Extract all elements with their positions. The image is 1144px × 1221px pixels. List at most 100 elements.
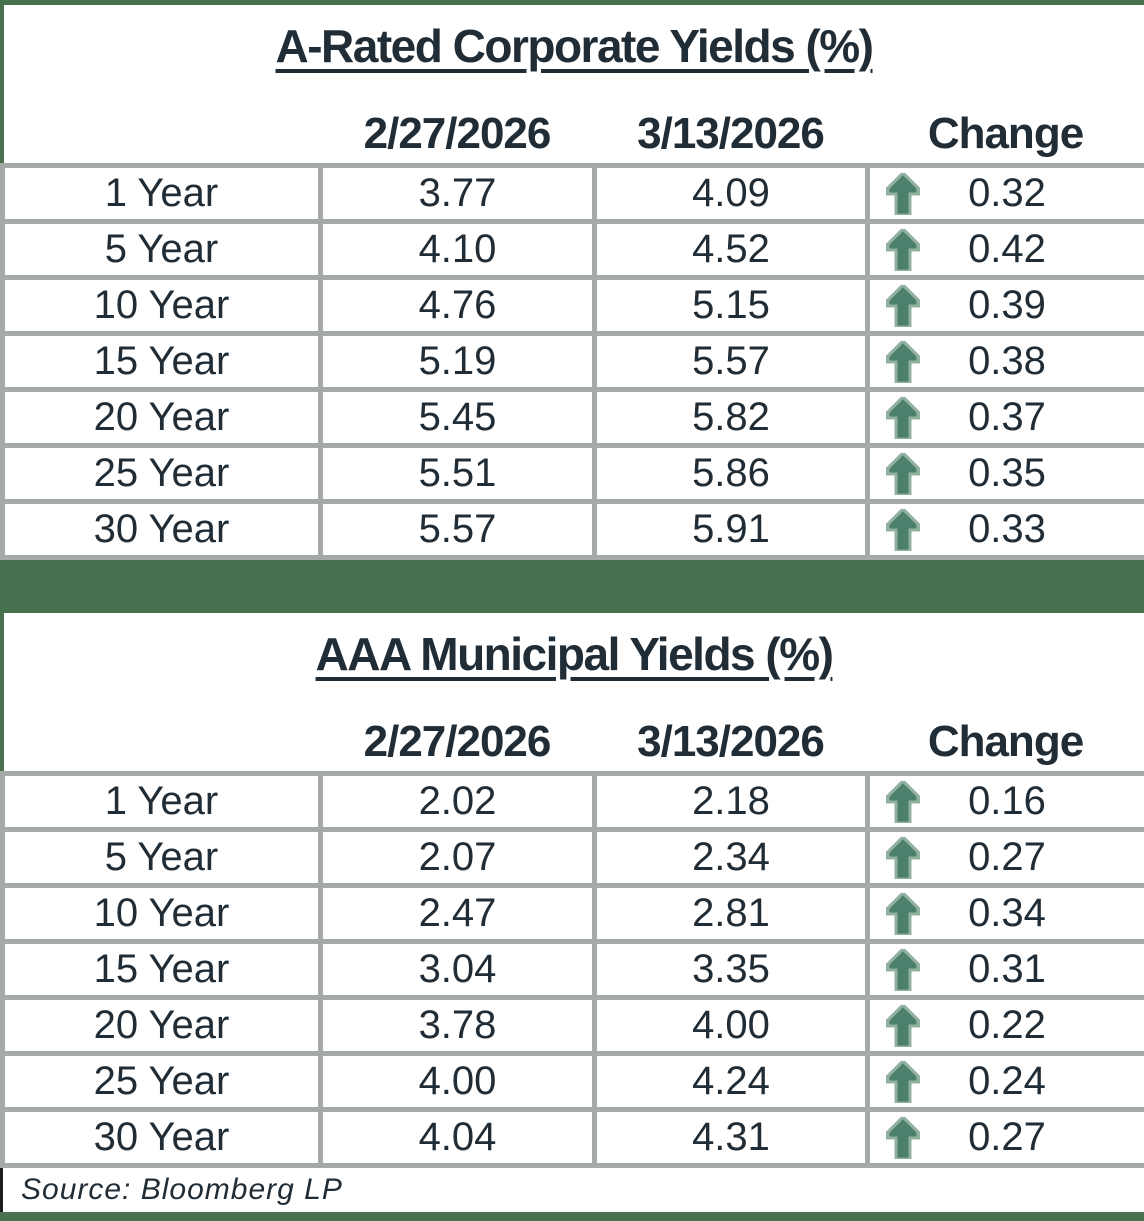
up-arrow-icon: [886, 892, 920, 935]
prev-yield: 5.51: [318, 443, 597, 504]
change-value: 0.22: [968, 1003, 1046, 1047]
curr-yield: 5.86: [592, 443, 870, 504]
table-row: 10 Year 2.47 2.81 0.34: [0, 883, 1144, 944]
table-row: 25 Year 4.00 4.24 0.24: [0, 1051, 1144, 1112]
corporate-yields-table: 1 Year 3.77 4.09 0.32 5 Year 4.10 4.52 0…: [0, 163, 1144, 560]
column-header-prev-date: 2/27/2026: [363, 717, 552, 766]
up-arrow-icon: [886, 1004, 920, 1047]
up-arrow-icon: [886, 836, 920, 879]
section-divider-bar: [0, 560, 1144, 613]
change-cell: 0.42: [865, 219, 1144, 280]
prev-yield: 5.19: [318, 331, 597, 392]
curr-yield: 4.52: [592, 219, 870, 280]
up-arrow-icon: [886, 396, 920, 439]
up-arrow-icon: [886, 284, 920, 327]
municipal-yields-table: 1 Year 2.02 2.18 0.16 5 Year 2.07 2.34 0…: [0, 771, 1144, 1168]
prev-yield: 5.45: [318, 387, 597, 448]
table-row: 30 Year 5.57 5.91 0.33: [0, 499, 1144, 560]
table-row: 15 Year 5.19 5.57 0.38: [0, 331, 1144, 392]
table-row: 20 Year 5.45 5.82 0.37: [0, 387, 1144, 448]
prev-yield: 2.07: [318, 827, 597, 888]
up-arrow-icon: [886, 780, 920, 823]
prev-yield: 4.10: [318, 219, 597, 280]
change-cell: 0.24: [865, 1051, 1144, 1112]
up-arrow-icon: [886, 1060, 920, 1103]
table-row: 5 Year 4.10 4.52 0.42: [0, 219, 1144, 280]
change-value: 0.35: [968, 451, 1046, 495]
table-row: 15 Year 3.04 3.35 0.31: [0, 939, 1144, 1000]
table-row: 30 Year 4.04 4.31 0.27: [0, 1107, 1144, 1168]
curr-yield: 4.09: [592, 163, 870, 224]
maturity-label: 1 Year: [0, 163, 323, 224]
curr-yield: 4.00: [592, 995, 870, 1056]
prev-yield: 4.00: [318, 1051, 597, 1112]
prev-yield: 3.04: [318, 939, 597, 1000]
corporate-title: A-Rated Corporate Yields (%): [275, 20, 875, 72]
table-row: 10 Year 4.76 5.15 0.39: [0, 275, 1144, 336]
change-value: 0.42: [968, 227, 1046, 271]
change-value: 0.37: [968, 395, 1046, 439]
empty-column-header: [4, 717, 320, 767]
municipal-yields-section: AAA Municipal Yields (%) 2/27/2026 3/13/…: [0, 613, 1144, 1168]
prev-yield: 2.47: [318, 883, 597, 944]
prev-yield: 3.78: [318, 995, 597, 1056]
change-cell: 0.16: [865, 771, 1144, 832]
curr-yield: 5.15: [592, 275, 870, 336]
change-value: 0.39: [968, 283, 1046, 327]
change-value: 0.27: [968, 1115, 1046, 1159]
curr-yield: 5.57: [592, 331, 870, 392]
municipal-title: AAA Municipal Yields (%): [315, 628, 834, 680]
corporate-yields-section: A-Rated Corporate Yields (%) 2/27/2026 3…: [0, 5, 1144, 560]
column-header-change: Change: [927, 109, 1084, 158]
maturity-label: 1 Year: [0, 771, 323, 832]
change-cell: 0.27: [865, 827, 1144, 888]
curr-yield: 4.24: [592, 1051, 870, 1112]
maturity-label: 20 Year: [0, 387, 323, 448]
maturity-label: 5 Year: [0, 219, 323, 280]
change-cell: 0.33: [865, 499, 1144, 560]
bottom-accent-bar: [0, 1212, 1144, 1221]
maturity-label: 25 Year: [0, 443, 323, 504]
change-cell: 0.32: [865, 163, 1144, 224]
prev-yield: 4.76: [318, 275, 597, 336]
change-value: 0.38: [968, 339, 1046, 383]
table-row: 5 Year 2.07 2.34 0.27: [0, 827, 1144, 888]
prev-yield: 3.77: [318, 163, 597, 224]
change-value: 0.16: [968, 779, 1046, 823]
corporate-column-headers: 2/27/2026 3/13/2026 Change: [4, 109, 1144, 163]
table-row: 1 Year 3.77 4.09 0.32: [0, 163, 1144, 224]
table-row: 25 Year 5.51 5.86 0.35: [0, 443, 1144, 504]
change-value: 0.33: [968, 507, 1046, 551]
empty-column-header: [4, 109, 320, 159]
maturity-label: 15 Year: [0, 331, 323, 392]
table-row: 1 Year 2.02 2.18 0.16: [0, 771, 1144, 832]
maturity-label: 30 Year: [0, 499, 323, 560]
municipal-header: AAA Municipal Yields (%) 2/27/2026 3/13/…: [0, 613, 1144, 771]
curr-yield: 5.91: [592, 499, 870, 560]
change-cell: 0.35: [865, 443, 1144, 504]
curr-yield: 2.34: [592, 827, 870, 888]
column-header-curr-date: 3/13/2026: [637, 717, 825, 766]
change-cell: 0.37: [865, 387, 1144, 448]
top-accent-bar: [0, 0, 1144, 5]
up-arrow-icon: [886, 452, 920, 495]
change-value: 0.31: [968, 947, 1046, 991]
municipal-column-headers: 2/27/2026 3/13/2026 Change: [4, 717, 1144, 771]
change-value: 0.32: [968, 171, 1046, 215]
column-header-curr-date: 3/13/2026: [637, 109, 825, 158]
prev-yield: 5.57: [318, 499, 597, 560]
change-cell: 0.39: [865, 275, 1144, 336]
change-cell: 0.27: [865, 1107, 1144, 1168]
column-header-prev-date: 2/27/2026: [363, 109, 552, 158]
curr-yield: 4.31: [592, 1107, 870, 1168]
maturity-label: 10 Year: [0, 883, 323, 944]
maturity-label: 25 Year: [0, 1051, 323, 1112]
change-cell: 0.34: [865, 883, 1144, 944]
source-note: Source: Bloomberg LP: [21, 1173, 343, 1206]
up-arrow-icon: [886, 340, 920, 383]
up-arrow-icon: [886, 1116, 920, 1159]
maturity-label: 20 Year: [0, 995, 323, 1056]
corporate-header: A-Rated Corporate Yields (%) 2/27/2026 3…: [0, 5, 1144, 163]
change-value: 0.34: [968, 891, 1046, 935]
change-value: 0.24: [968, 1059, 1046, 1103]
